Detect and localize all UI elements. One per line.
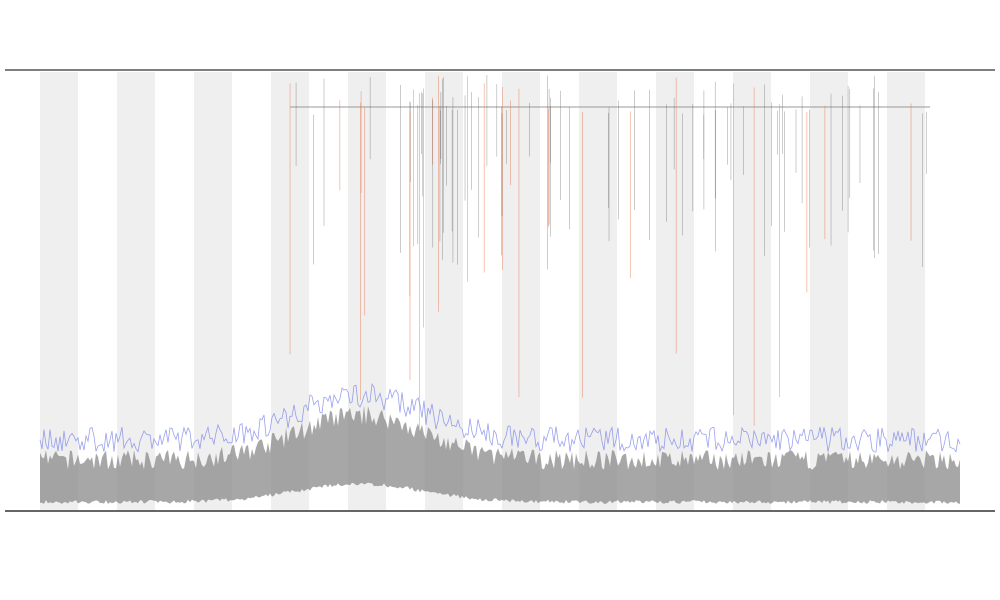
band bbox=[194, 72, 232, 510]
traces bbox=[39, 382, 961, 504]
band bbox=[40, 72, 78, 510]
band bbox=[117, 72, 155, 510]
band bbox=[656, 72, 694, 510]
trace-blue bbox=[39, 382, 961, 453]
event-ticks bbox=[289, 75, 927, 429]
band bbox=[810, 72, 848, 510]
band bbox=[502, 72, 540, 510]
band bbox=[887, 72, 925, 510]
trace-gray-band bbox=[40, 405, 960, 504]
